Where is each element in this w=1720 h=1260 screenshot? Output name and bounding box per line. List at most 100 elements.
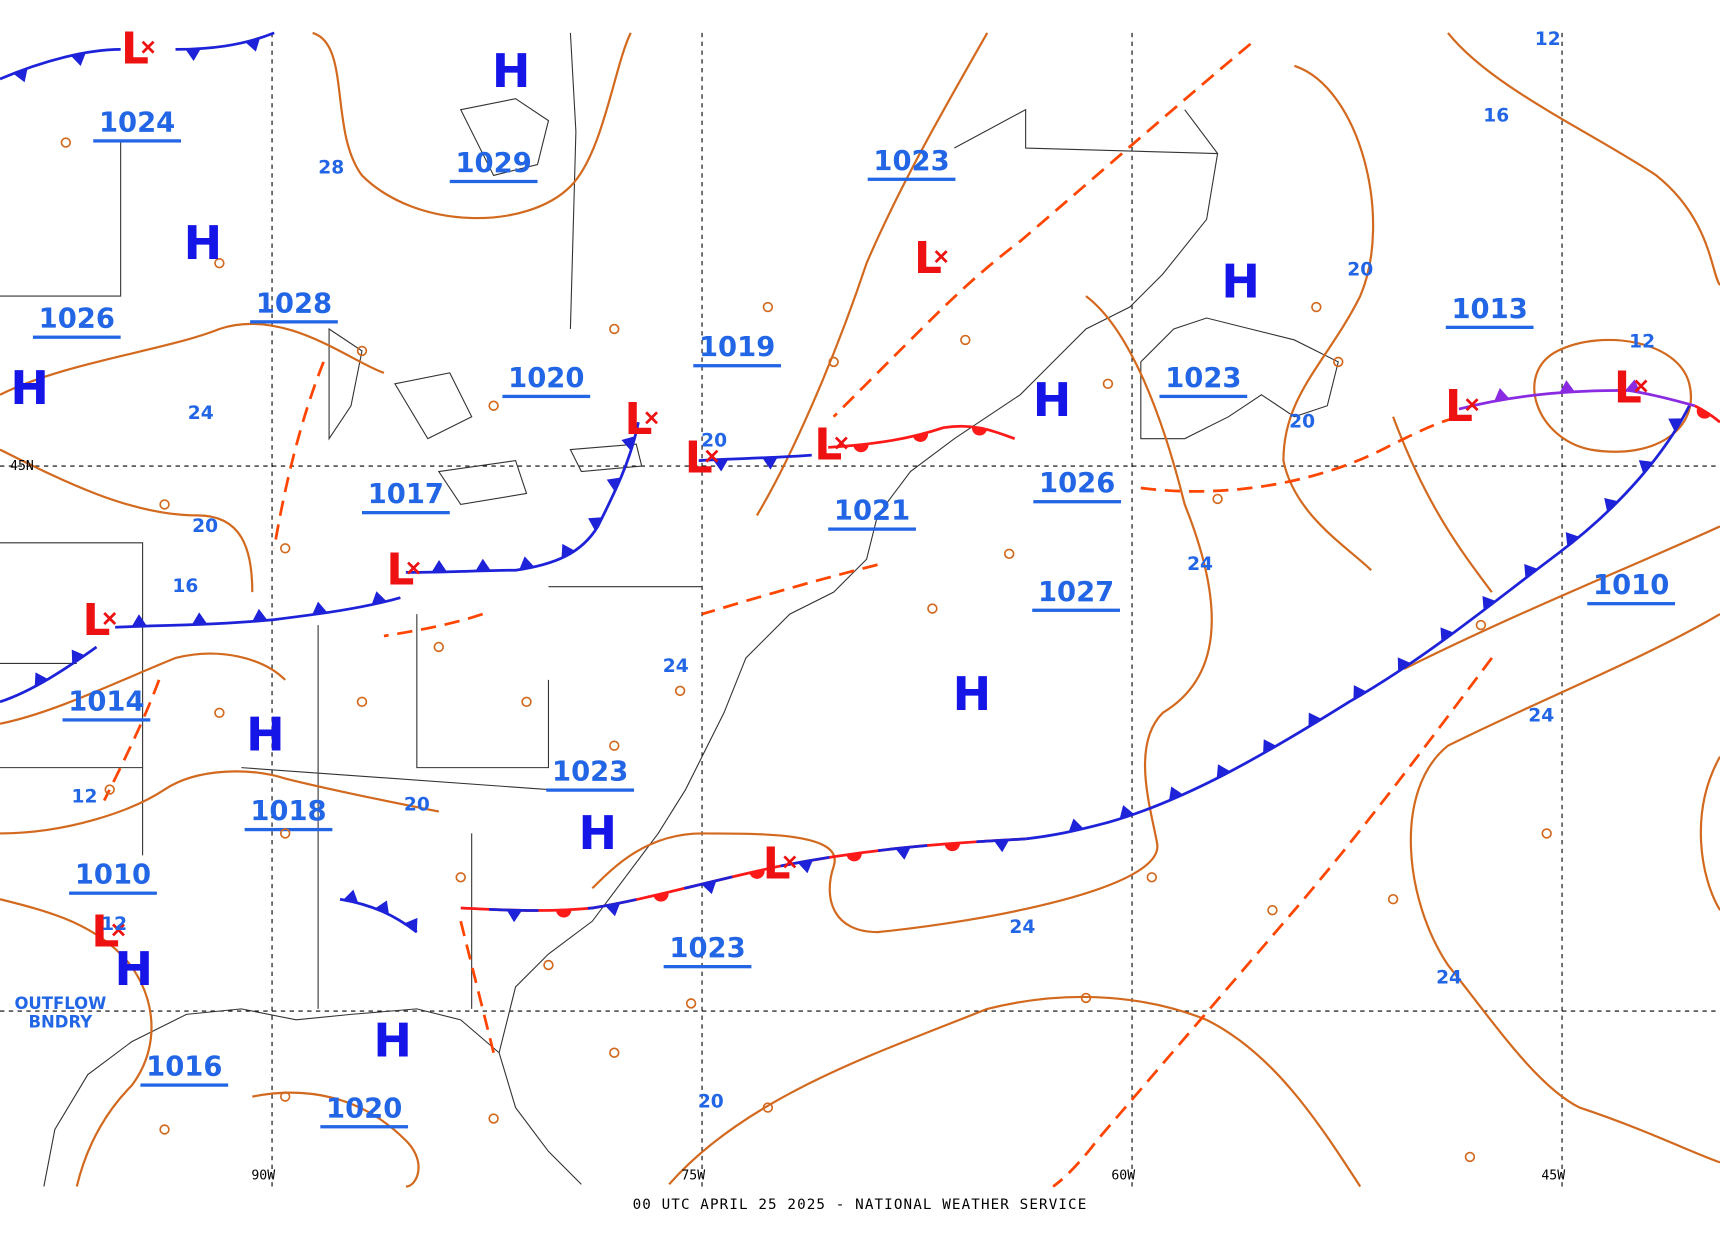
front-triangle [1440,627,1454,642]
front-triangle [1559,380,1575,393]
front-triangle [1263,739,1277,754]
low-marker [783,855,797,869]
cold-front [1025,405,1691,841]
pressure-underline [32,335,121,339]
grid-label: 60W [1111,1169,1135,1184]
pressure-underline [361,511,450,515]
low-center: L [763,838,791,889]
low-marker [103,612,117,625]
station [762,1102,774,1113]
front-semicircle [1696,407,1711,419]
front-semicircle [971,426,988,436]
low-center: L [624,394,652,445]
cold-front [0,645,98,704]
front-triangle [993,839,1010,853]
station [685,998,697,1009]
front-triangle [70,52,86,66]
isobar [668,995,1362,1188]
station [1003,548,1015,559]
pressure-label: 1010 [1593,570,1669,601]
contour-label: 20 [698,1092,724,1113]
low-marker [141,40,155,54]
isobar [1392,416,1720,670]
high-center: H [953,667,992,721]
cold-front [405,421,640,574]
pressure-label: 1027 [1038,577,1114,608]
station [279,1091,291,1102]
pressure-underline [320,1125,409,1129]
contour-label: 24 [188,403,214,424]
station [1541,828,1552,839]
pressure-label: 1020 [508,363,584,394]
contour-label: 24 [1009,917,1035,938]
front-semicircle [846,852,862,862]
station [674,685,686,697]
isobar [312,31,632,220]
contour-label: 20 [701,430,727,451]
station [521,696,532,708]
front-triangle [475,558,491,572]
front-triangle [1119,805,1135,819]
front-triangle [1168,786,1184,801]
low-center: L [386,544,414,595]
isobar [0,652,286,725]
pressure-underline [250,320,338,324]
front-triangle [762,457,778,470]
grid-label: 45N [10,459,34,474]
stationary-front [460,837,1026,912]
contour-label: 24 [1187,554,1213,575]
front-triangle [245,37,261,52]
trough [832,42,1252,418]
warm-front [1694,404,1720,424]
trough [1052,657,1493,1188]
station [356,696,368,708]
front-triangle [895,847,911,860]
station [828,356,839,368]
front-triangle [561,543,575,559]
labels: 90W 75W 60W 45W 45N 00 UTC APRIL 25 2025 - NA… [10,24,1669,1214]
front-triangle [1482,596,1496,611]
station [1080,992,1092,1004]
pressure-label: 1010 [75,860,151,891]
front-triangle [605,902,621,917]
station [1212,493,1223,505]
pressure-label: 1013 [1451,294,1527,325]
high-center: H [492,44,531,98]
isobar [1699,756,1720,911]
station [1146,872,1157,883]
footer: 00 UTC APRIL 25 2025 - NATIONAL WEATHER … [633,1197,1088,1213]
contour-label: 20 [192,516,218,537]
pressure-underline [140,1083,229,1087]
pressure-label: 1018 [250,796,326,827]
station [609,740,620,751]
station [1333,356,1344,368]
isobar [1533,338,1692,453]
low-marker [934,250,948,264]
symbols [13,37,1711,1163]
pressure-label: 1026 [1039,468,1115,499]
station [960,334,971,346]
annotation: BNDRY [29,1013,94,1032]
occluded-front [1458,389,1696,411]
cold-front [115,596,401,629]
cold-front [698,453,812,462]
pressure-label: 1023 [669,933,745,964]
isobar [0,322,385,396]
low-center: L [1614,362,1642,413]
low-marker [645,411,659,425]
station [214,257,225,269]
station [279,828,291,839]
front-triangle [1565,532,1580,547]
trough [383,612,484,638]
front-triangle [519,556,535,570]
pressure-label: 1023 [1165,363,1241,394]
front-triangle [621,436,636,451]
pressure-underline [449,179,538,184]
front-triangle [1494,387,1510,402]
pressure-underline [546,788,635,792]
front-triangle [606,477,621,492]
low-center: L [914,233,942,284]
contour-label: 20 [1289,412,1315,433]
station [60,137,72,148]
pressure-underline [1445,325,1534,329]
